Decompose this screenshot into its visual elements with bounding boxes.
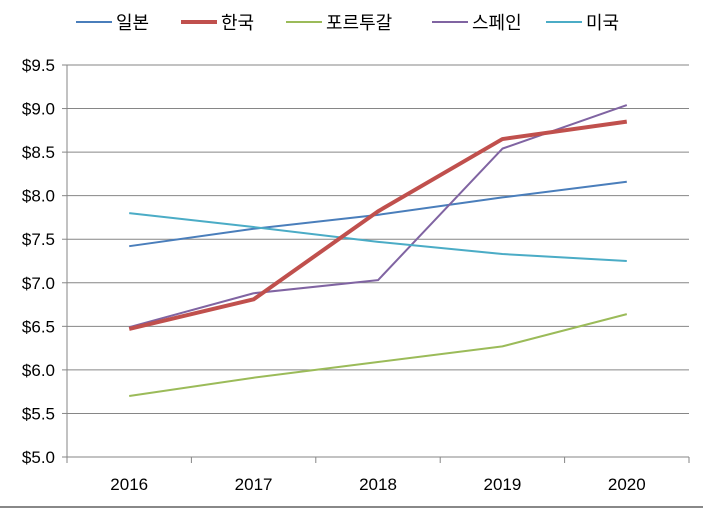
y-tick-label: $5.5 <box>22 404 55 423</box>
x-tick-label: 2019 <box>483 475 521 494</box>
y-tick-label: $9.0 <box>22 100 55 119</box>
legend-label: 미국 <box>586 13 619 34</box>
series-line <box>129 313 628 398</box>
legend: 일본 한국 포르투갈 스페인 미국 <box>76 13 619 34</box>
y-tick-label: $5.0 <box>22 448 55 467</box>
series-lines <box>128 104 628 398</box>
x-tick-label: 2017 <box>235 475 273 494</box>
y-tick-label: $8.5 <box>22 143 55 162</box>
gridlines <box>62 64 689 458</box>
series-line <box>129 180 627 248</box>
legend-label: 포르투갈 <box>326 13 392 34</box>
y-tick-label: $8.0 <box>22 187 55 206</box>
x-tick-label: 2018 <box>359 475 397 494</box>
y-tick-label: $6.5 <box>22 317 55 336</box>
y-tick-label: $6.0 <box>22 361 55 380</box>
y-tick-label: $7.0 <box>22 274 55 293</box>
x-tick-label: 2020 <box>608 475 646 494</box>
series-line <box>128 119 628 331</box>
legend-label: 스페인 <box>472 13 522 34</box>
y-axis-ticks: $9.5 $9.0 $8.5 $8.0 $7.5 $7.0 $6.5 $6.0 $5.5 $5.0 <box>22 56 55 467</box>
y-tick-label: $9.5 <box>22 56 55 75</box>
x-tick-label: 2016 <box>110 475 148 494</box>
legend-label: 일본 <box>116 13 149 34</box>
y-tick-label: $7.5 <box>22 230 55 249</box>
legend-label: 한국 <box>221 13 254 34</box>
x-axis-ticks: 2016 2017 2018 2019 2020 <box>66 457 690 494</box>
bottom-border <box>0 506 703 508</box>
series-line <box>128 104 628 329</box>
axes <box>66 65 689 458</box>
series-line <box>129 212 627 262</box>
